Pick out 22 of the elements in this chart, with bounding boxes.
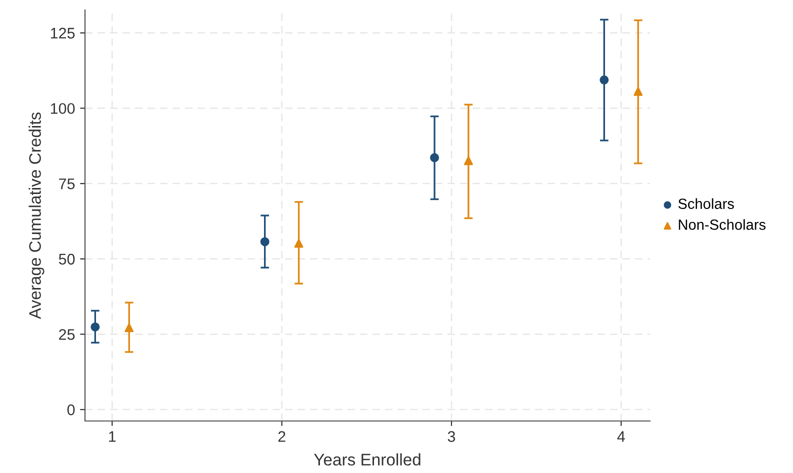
y-tick-label: 50: [58, 254, 75, 265]
y-tick-label: 25: [59, 329, 75, 340]
x-tick-label: 2: [278, 431, 286, 442]
legend-label: Non-Scholars: [678, 219, 766, 230]
point: [464, 156, 473, 166]
y-axis-title: Average Cumulative Credits: [28, 112, 44, 320]
point: [600, 75, 609, 84]
x-tick-label: 4: [617, 431, 625, 442]
y-tick-label: 100: [50, 103, 75, 114]
x-tick-label: 3: [448, 431, 456, 442]
point: [90, 322, 100, 332]
x-tick-label: 1: [109, 431, 116, 442]
point: [124, 323, 134, 332]
legend-label: Scholars: [678, 198, 734, 209]
point: [634, 86, 643, 96]
y-tick-label: 75: [59, 178, 75, 190]
point: [430, 153, 440, 162]
x-axis-title: Years Enrolled: [314, 453, 420, 466]
point: [260, 237, 270, 246]
y-tick-label: 0: [67, 404, 75, 416]
y-tick-label: 125: [50, 28, 75, 39]
point: [294, 238, 304, 248]
